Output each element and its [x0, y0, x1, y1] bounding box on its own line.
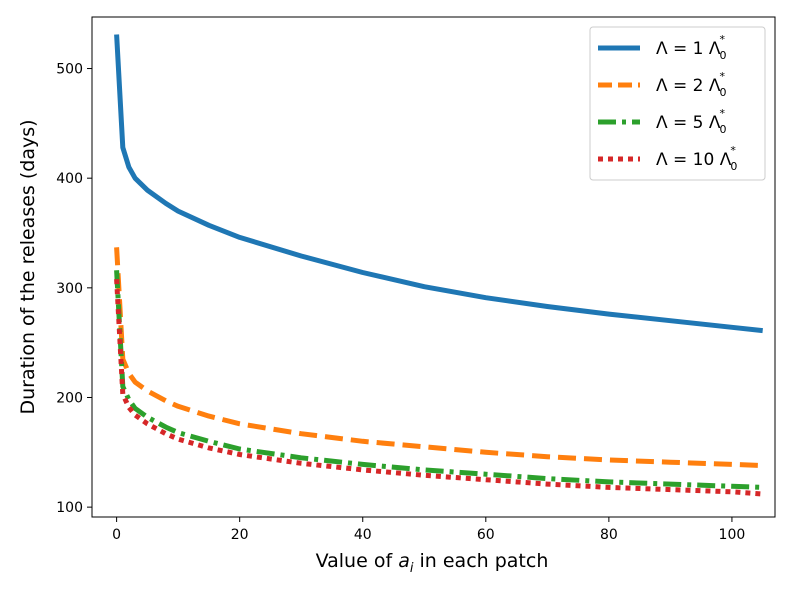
legend-label-1: Λ = 1 Λ0* [656, 33, 727, 62]
x-axis-title-prefix: Value of [316, 550, 399, 572]
x-axis-title-variable: a [398, 550, 410, 572]
legend-label-2: Λ = 2 Λ0* [656, 70, 727, 99]
series-line-2 [114, 247, 763, 468]
x-tick-label: 60 [477, 527, 495, 543]
x-tick-label: 100 [719, 527, 746, 543]
y-tick-label: 400 [56, 171, 83, 187]
y-tick-label: 300 [56, 281, 83, 297]
legend-frame [589, 26, 766, 181]
legend-label-3: Λ = 5 Λ0* [656, 107, 727, 136]
x-tick-label: 40 [354, 527, 372, 543]
legend: Λ = 1 Λ0* Λ = 2 Λ0* Λ = 5 Λ0* Λ = 10 Λ0* [589, 26, 766, 181]
plot-lines [114, 34, 763, 497]
x-tick-label: 80 [600, 527, 618, 543]
x-axis-title-subscript: i [410, 561, 414, 576]
legend-label-4: Λ = 10 Λ0* [656, 144, 737, 173]
series-line-3 [114, 270, 763, 490]
y-tick-label: 100 [56, 500, 83, 516]
x-axis-title-suffix: in each patch [413, 550, 548, 572]
x-tick-label: 20 [231, 527, 249, 543]
series-line-4 [114, 278, 763, 497]
x-tick-label: 0 [112, 527, 121, 543]
y-tick-label: 500 [56, 62, 83, 78]
plot-frame [91, 16, 776, 518]
x-axis-ticks: 0 20 40 60 80 100 [112, 517, 745, 543]
series-line-1 [114, 34, 763, 334]
x-axis-title: Value of ai in each patch [316, 550, 549, 576]
y-axis-ticks: 100 200 300 400 500 [56, 62, 92, 516]
y-tick-label: 200 [56, 390, 83, 406]
y-axis-title: Duration of the releases (days) [17, 119, 39, 414]
